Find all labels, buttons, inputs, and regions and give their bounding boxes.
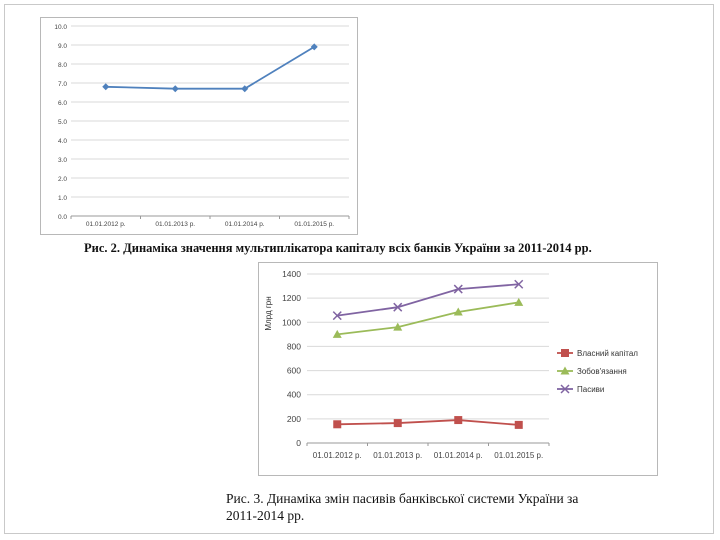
y-tick-label: 0 [296, 438, 301, 448]
data-point [514, 420, 523, 429]
data-point [241, 85, 249, 93]
multiplier-chart: 0.0 1.0 2.0 3.0 4.0 5.0 6.0 7.0 8.0 9.0 10.0 01.01.… [40, 17, 358, 235]
y-tick-label: 200 [287, 414, 301, 424]
data-point [514, 297, 524, 306]
y-tick-label: 1000 [282, 317, 301, 327]
data-point [453, 284, 463, 294]
data-point [393, 322, 403, 331]
y-tick-label: 3.0 [58, 157, 67, 164]
legend-marker [561, 349, 569, 357]
data-point [454, 416, 463, 425]
data-point [332, 311, 342, 321]
data-point [514, 279, 524, 289]
y-tick-label: 0.0 [58, 214, 67, 221]
y-tick-label: 9.0 [58, 43, 67, 50]
data-point [393, 302, 403, 312]
legend-marker [560, 384, 570, 394]
series-line [337, 283, 519, 317]
y-tick-label: 4.0 [58, 138, 67, 145]
legend-marker [560, 366, 570, 375]
legend-label: Зобов'язання [577, 367, 627, 376]
y-tick-label: 6.0 [58, 100, 67, 107]
x-tick-label: 01.01.2012 р. [313, 451, 362, 460]
x-tick-label: 01.01.2015 р. [294, 221, 334, 228]
legend-label: Пасиви [577, 385, 604, 394]
liabilities-chart-caption: Рис. 3. Динаміка змін пасивів банківсько… [226, 490, 676, 524]
x-tick-label: 01.01.2014 р. [225, 221, 265, 228]
y-tick-label: 1200 [282, 293, 301, 303]
data-point [171, 85, 179, 93]
data-point [102, 83, 110, 91]
y-axis-title: Млрд грн [264, 296, 273, 330]
y-tick-label: 8.0 [58, 62, 67, 69]
data-point [332, 329, 342, 338]
caption-line-2: 2011-2014 рр. [226, 508, 305, 523]
series-line [337, 301, 519, 336]
data-point [453, 307, 463, 316]
x-tick-label: 01.01.2015 р. [494, 451, 543, 460]
x-tick-label: 01.01.2012 р. [86, 221, 126, 228]
multiplier-chart-caption: Рис. 2. Динаміка значення мультиплікатор… [84, 241, 592, 255]
data-point [333, 420, 342, 429]
series-line [105, 46, 315, 90]
y-tick-label: 400 [287, 390, 301, 400]
y-tick-label: 2.0 [58, 176, 67, 183]
y-tick-label: 10.0 [54, 24, 67, 31]
y-tick-label: 1400 [282, 269, 301, 279]
x-tick-label: 01.01.2014 р. [434, 451, 483, 460]
x-tick-label: 01.01.2013 р. [155, 221, 195, 228]
multiplier-chart-svg: 0.0 1.0 2.0 3.0 4.0 5.0 6.0 7.0 8.0 9.0 10.0 01.01.… [54, 24, 350, 228]
legend-label: Власний капітал [577, 349, 638, 358]
y-tick-label: 1.0 [58, 195, 67, 202]
data-point [310, 43, 318, 51]
caption-line-1: Рис. 3. Динаміка змін пасивів банківсько… [226, 491, 579, 506]
data-point [393, 419, 402, 428]
liabilities-chart: 0 200 400 600 800 1000 1200 1400 01.01.2012 р. 01… [258, 262, 658, 476]
y-tick-label: 600 [287, 366, 301, 376]
liabilities-chart-svg: 0 200 400 600 800 1000 1200 1400 01.01.2012 р. 01… [264, 269, 638, 460]
series-line [337, 419, 519, 426]
y-tick-label: 800 [287, 341, 301, 351]
y-tick-label: 7.0 [58, 81, 67, 88]
slide-frame [4, 4, 714, 534]
y-tick-label: 5.0 [58, 119, 67, 126]
x-tick-label: 01.01.2013 р. [373, 451, 422, 460]
